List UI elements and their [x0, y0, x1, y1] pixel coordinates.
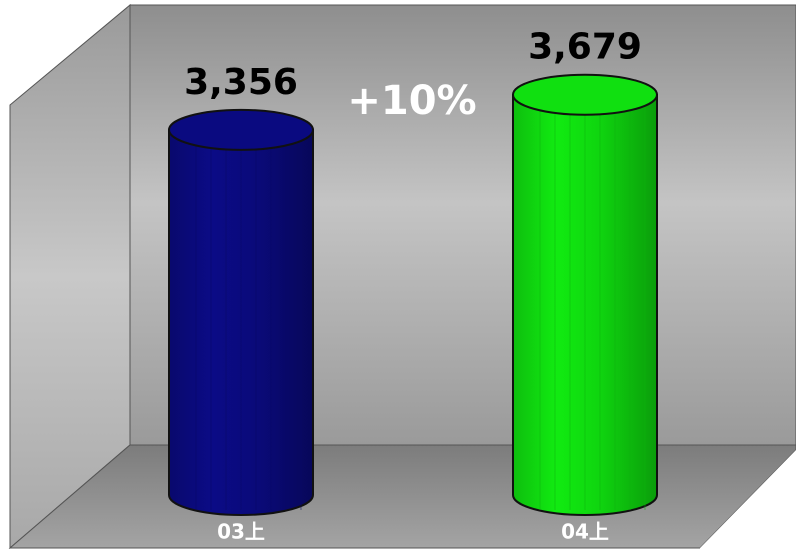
annotation: +10% [347, 78, 476, 124]
corner [700, 450, 796, 550]
floor [8, 444, 796, 549]
value-label: 3,679 [528, 27, 642, 68]
x-tick-label: 04上 [561, 520, 609, 544]
x-tick-label: 03上 [217, 520, 265, 544]
cylinder-top [168, 108, 314, 151]
cylinder-top [512, 73, 658, 116]
value-label: 3,356 [184, 62, 298, 103]
